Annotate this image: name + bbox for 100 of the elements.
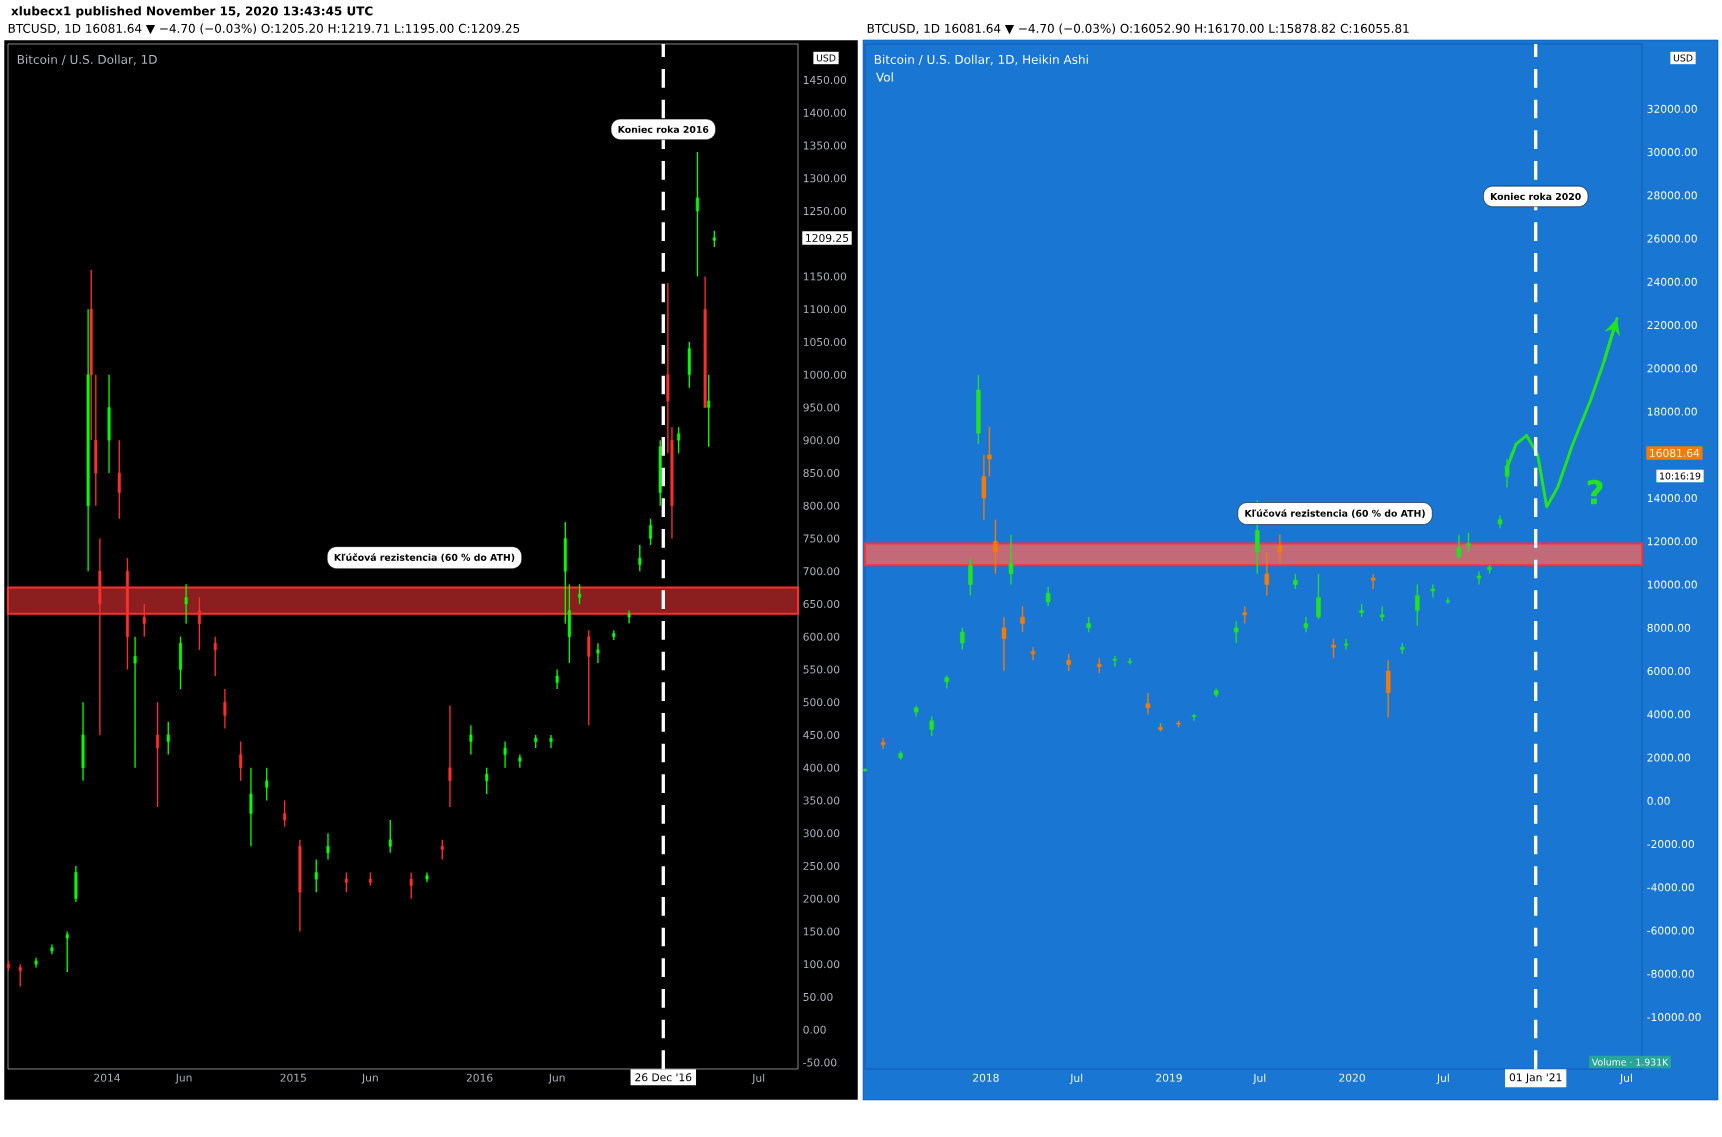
y-tick-label: 22000.00 <box>1647 321 1697 330</box>
candlestick <box>981 454 987 521</box>
y-tick-label: 350.00 <box>803 796 840 805</box>
candlestick <box>1030 646 1036 661</box>
candlestick <box>265 767 269 802</box>
text: 16081.64 <box>1650 448 1700 458</box>
y-tick-label: 450.00 <box>803 730 840 739</box>
y-tick-label: 6000.00 <box>1647 667 1691 676</box>
ref-line-label: 01 Jan '21 <box>1509 1073 1562 1084</box>
annotation: Vol <box>876 72 893 82</box>
candlestick <box>880 737 886 750</box>
candlestick <box>587 629 591 726</box>
y-tick-label: 1450.00 <box>803 75 847 85</box>
candlestick <box>1233 620 1239 644</box>
text: Bitcoin / U.S. Dollar, 1D, Heikin Ashi <box>874 54 1088 66</box>
y-tick-label: 250.00 <box>803 861 840 870</box>
y-tick-label: 10000.00 <box>1647 580 1697 589</box>
y-tick-label: 850.00 <box>803 468 840 478</box>
y-tick-label: -8000.00 <box>1647 969 1694 978</box>
y-tick-label: 600.00 <box>803 632 840 641</box>
candlestick <box>1303 616 1309 633</box>
annotation: ? <box>1587 479 1603 505</box>
annotation: Kľúčová rezistencia (60 % do ATH) <box>1245 509 1425 518</box>
y-tick-label: 2000.00 <box>1647 753 1691 762</box>
y-tick-label: 1350.00 <box>803 141 847 150</box>
candlestick <box>555 668 559 690</box>
candlestick <box>409 871 413 900</box>
x-tick-label: Jul <box>1069 1073 1083 1084</box>
text: 10:16:19 <box>1660 472 1701 480</box>
x-tick-label: Jul <box>1436 1073 1449 1084</box>
candlestick <box>1316 573 1321 620</box>
candlestick <box>1045 586 1051 607</box>
candlestick <box>7 960 11 972</box>
y-tick-label: 950.00 <box>803 403 840 412</box>
y-tick-label: -50.00 <box>803 1058 837 1067</box>
y-tick-label: 750.00 <box>803 534 840 543</box>
candlestick <box>1001 616 1007 672</box>
x-tick-label: 2016 <box>466 1073 493 1082</box>
x-tick-label: 2018 <box>973 1073 999 1082</box>
y-tick-label: 20000.00 <box>1647 364 1697 373</box>
candlestick <box>993 519 998 575</box>
y-tick-label: 50.00 <box>803 992 833 1001</box>
y-tick-label: 1050.00 <box>803 337 847 347</box>
y-tick-label: 150.00 <box>803 927 840 936</box>
candlestick <box>133 636 137 769</box>
y-tick-label: 0.00 <box>803 1025 826 1034</box>
y-tick-label: -2000.00 <box>1647 840 1694 849</box>
candlestick <box>1264 551 1270 597</box>
y-tick-label: 1300.00 <box>803 174 847 183</box>
text: Bitcoin / U.S. Dollar, 1D <box>17 54 157 66</box>
text: USD <box>1673 54 1693 62</box>
candlestick <box>968 557 973 597</box>
line-series <box>1505 317 1619 509</box>
annotation: Kľúčová rezistencia (60 % do ATH) <box>334 553 515 562</box>
candlestick <box>1145 692 1151 716</box>
y-tick-label: 12000.00 <box>1647 537 1697 546</box>
candlestick <box>448 704 452 808</box>
y-tick-label: 32000.00 <box>1647 104 1697 113</box>
candlestick <box>518 753 522 769</box>
candlestick <box>283 799 287 828</box>
y-tick-label: 26000.00 <box>1647 234 1697 243</box>
candlestick <box>549 734 553 749</box>
candlestick <box>344 871 348 893</box>
candlestick <box>862 767 868 773</box>
y-tick-label: 4000.00 <box>1647 710 1691 719</box>
y-tick-label: 8000.00 <box>1647 623 1691 632</box>
candlestick <box>503 740 507 769</box>
candlestick <box>184 583 188 625</box>
y-tick-label: 18000.00 <box>1647 407 1697 416</box>
x-tick-label: Jul <box>751 1073 765 1084</box>
y-tick-label: 100.00 <box>803 960 840 969</box>
y-tick-label: -6000.00 <box>1647 926 1694 935</box>
y-tick-label: 1150.00 <box>803 272 847 281</box>
x-tick-label: Jun <box>361 1073 378 1084</box>
candlestick <box>166 721 170 756</box>
candlestick <box>485 767 489 795</box>
candlestick <box>707 374 711 448</box>
y-tick-label: 300.00 <box>803 829 840 838</box>
candlestick <box>596 642 600 664</box>
candlestick <box>1466 532 1471 553</box>
candlestick <box>249 767 253 847</box>
candlestick <box>1191 713 1197 722</box>
candlestick <box>1020 605 1025 633</box>
candlestick <box>929 715 935 737</box>
x-tick-label: Jun <box>175 1073 192 1084</box>
y-tick-label: 1400.00 <box>803 108 847 117</box>
candlestick <box>1415 583 1420 627</box>
candlestick <box>1385 659 1391 719</box>
candlestick <box>179 636 182 690</box>
candlestick <box>1456 534 1462 560</box>
candlestick <box>65 930 69 973</box>
y-tick-label: -4000.00 <box>1647 883 1694 892</box>
y-tick-label: 1100.00 <box>803 305 847 314</box>
y-tick-label: 650.00 <box>803 599 840 608</box>
candlestick <box>695 151 699 278</box>
y-tick-label: 28000.00 <box>1647 191 1697 200</box>
candlestick <box>156 701 160 808</box>
annotation: Koniec roka 2020 <box>1490 192 1581 201</box>
x-tick-label: 2020 <box>1339 1073 1365 1082</box>
candlestick <box>117 439 121 520</box>
